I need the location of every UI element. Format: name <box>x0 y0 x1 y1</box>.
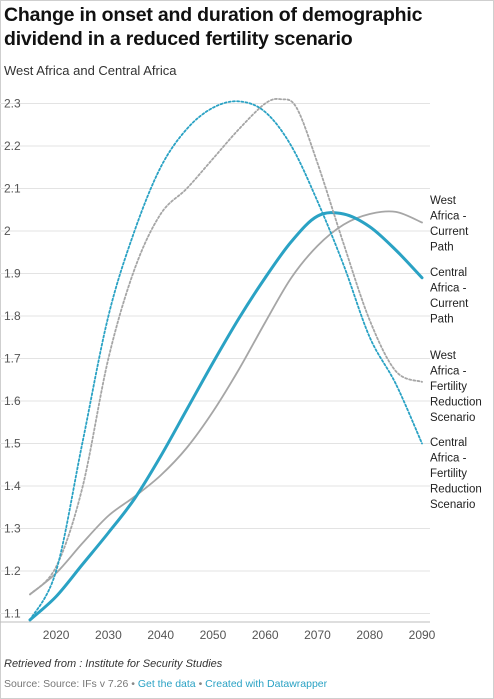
x-tick-label: 2050 <box>200 628 227 642</box>
series-label-line: Reduction <box>430 397 482 409</box>
y-tick-label: 1.1 <box>4 607 21 621</box>
x-tick-label: 2040 <box>147 628 174 642</box>
source-text: Source: Source: IFs v 7.26 <box>4 678 129 690</box>
series-label-line: Current <box>430 298 469 310</box>
series-label: West Africa - Fertility Reduction Scenario <box>430 350 482 424</box>
chart-title: Change in onset and duration of demograp… <box>4 4 423 50</box>
separator-dot: • <box>131 678 135 690</box>
series-label-line: Africa - <box>430 453 467 465</box>
series-label-line: Africa - <box>430 366 467 378</box>
x-tick-label: 2030 <box>95 628 122 642</box>
separator-dot: • <box>198 678 203 690</box>
series-label-line: Current <box>430 226 469 238</box>
series-line-central-africa-fertility-reduction-scenario <box>29 100 423 621</box>
series-label-line: Central <box>430 267 467 279</box>
get-the-data-link[interactable]: Get the data <box>137 678 196 690</box>
y-tick-label: 1.6 <box>4 394 21 408</box>
series-label-line: West <box>430 350 457 362</box>
series-label-line: Central <box>430 437 467 449</box>
y-tick-label: 1.8 <box>4 309 21 323</box>
x-tick-label: 2020 <box>43 628 70 642</box>
series-label-line: Reduction <box>430 484 482 496</box>
series-label: West Africa - Current Path <box>430 195 469 254</box>
y-tick-label: 1.4 <box>4 479 21 493</box>
series-label-line: Africa - <box>430 283 467 295</box>
x-tick-label: 2080 <box>356 628 383 642</box>
y-tick-label: 2.1 <box>4 182 21 196</box>
y-tick-label: 1.7 <box>4 352 21 366</box>
x-tick-label: 2070 <box>304 628 331 642</box>
series-label-line: Scenario <box>430 499 475 511</box>
series-label-line: West <box>430 195 457 207</box>
y-tick-label: 2 <box>4 224 11 238</box>
y-tick-label: 2.2 <box>4 139 21 153</box>
y-tick-label: 1.3 <box>4 522 21 536</box>
chart-subtitle: West Africa and Central Africa <box>4 63 177 78</box>
series-label-line: Path <box>430 242 454 254</box>
y-tick-label: 1.9 <box>4 267 21 281</box>
source-line: Source: Source: IFs v 7.26 • Get the dat… <box>4 678 327 690</box>
x-tick-label: 2060 <box>252 628 279 642</box>
series-label: Central Africa - Fertility Reduction Scenari… <box>430 437 482 511</box>
retrieved-from-note: Retrieved from : Institute for Security … <box>4 658 223 670</box>
series-line-central-africa-current-path <box>28 211 424 622</box>
datawrapper-link[interactable]: Created with Datawrapper <box>205 678 328 690</box>
series-label-line: Scenario <box>430 412 475 424</box>
y-tick-label: 1.2 <box>4 564 21 578</box>
series-label: Central Africa - Current Path <box>430 267 469 326</box>
series-line-west-africa-current-path <box>29 210 423 596</box>
series-label-line: Africa - <box>430 211 467 223</box>
series-label-line: Fertility <box>430 381 467 393</box>
series-line-west-africa-fertility-reduction-scenario <box>29 98 423 596</box>
series-label-line: Fertility <box>430 468 467 480</box>
x-tick-label: 2090 <box>409 628 436 642</box>
series-label-line: Path <box>430 314 454 326</box>
y-tick-label: 1.5 <box>4 437 21 451</box>
y-tick-label: 2.3 <box>4 97 21 111</box>
line-chart: 1.1 1.2 1.3 1.4 1.5 1.6 1.7 1.8 1.9 2 2.1 2.2 2.3 202… <box>0 97 482 642</box>
